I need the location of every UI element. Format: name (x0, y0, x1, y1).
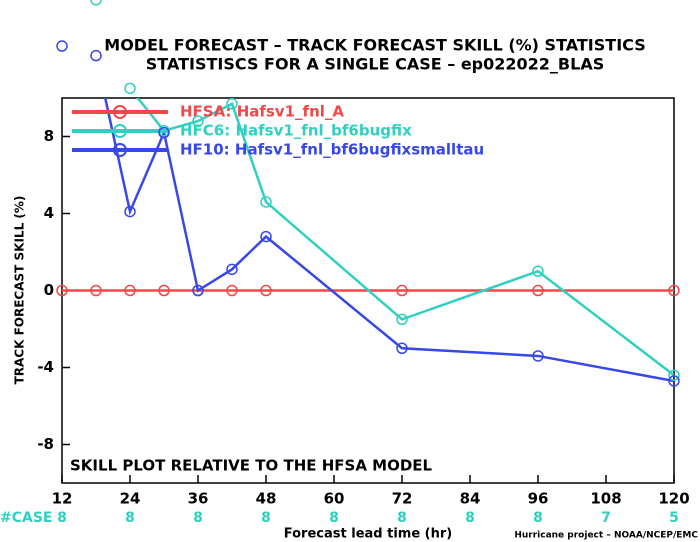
chart-title: MODEL FORECAST – TRACK FORECAST SKILL (%… (104, 36, 645, 55)
case-count: 8 (533, 510, 543, 526)
series-marker (668, 369, 680, 381)
series-marker (260, 230, 272, 243)
case-count: 8 (57, 510, 67, 526)
case-count: 8 (465, 510, 475, 526)
series-marker (56, 284, 68, 297)
series-marker (396, 284, 408, 297)
series-marker (532, 350, 544, 362)
series-marker (90, 284, 102, 297)
x-tick-label: 48 (256, 490, 277, 508)
case-count: 8 (125, 510, 135, 526)
series-marker (90, 49, 102, 62)
legend-label: HFC6: Hafsv1_fnl_bf6bugfix (180, 122, 412, 140)
legend-marker (113, 143, 127, 157)
series-marker (260, 196, 272, 208)
chart-subtitle: STATISTISCS FOR A SINGLE CASE – ep022022… (146, 55, 604, 74)
series-marker (192, 115, 204, 127)
series-marker (158, 284, 170, 297)
series-marker (192, 284, 204, 297)
x-tick-label: 84 (460, 490, 481, 508)
case-count: 7 (601, 510, 611, 526)
case-count: 5 (669, 510, 679, 526)
annotation: SKILL PLOT RELATIVE TO THE HFSA MODEL (70, 457, 433, 475)
y-tick-label: -4 (37, 358, 54, 376)
series-marker (226, 98, 238, 110)
series-marker (124, 82, 136, 95)
legend-marker (113, 124, 127, 138)
series-marker (90, 0, 102, 6)
x-tick-label: 120 (658, 490, 689, 508)
y-tick-label: 0 (44, 281, 54, 299)
x-tick-label: 12 (52, 490, 73, 508)
x-tick-label: 36 (188, 490, 209, 508)
y-tick-label: -8 (37, 435, 54, 453)
legend-label: HFSA: Hafsv1_fnl_A (180, 103, 344, 121)
series-marker (226, 263, 238, 276)
series-marker (668, 375, 680, 387)
legend-label: HF10: Hafsv1_fnl_bf6bugfixsmalltau (180, 141, 484, 159)
series-marker (396, 342, 408, 354)
case-count: 8 (329, 510, 339, 526)
legend-marker (113, 105, 127, 119)
x-axis-label: Forecast lead time (hr) (284, 527, 452, 542)
series-marker (124, 284, 136, 297)
case-count: 8 (193, 510, 203, 526)
series-line (103, 98, 674, 383)
series-marker (668, 284, 680, 297)
x-tick-label: 60 (324, 490, 345, 508)
y-tick-label: 4 (44, 204, 54, 222)
case-count: 8 (397, 510, 407, 526)
series-marker (260, 284, 272, 297)
y-axis-label: TRACK FORECAST SKILL (%) (13, 196, 27, 385)
series-marker (124, 205, 136, 218)
case-label: #CASE (0, 510, 53, 526)
x-tick-label: 108 (590, 490, 621, 508)
case-count: 8 (261, 510, 271, 526)
series-marker (532, 265, 544, 277)
y-tick-label: 8 (44, 127, 54, 145)
lines (62, 98, 674, 383)
x-tick-label: 96 (528, 490, 549, 508)
x-tick-label: 24 (120, 490, 141, 508)
series-marker (226, 284, 238, 297)
series-marker (396, 313, 408, 326)
series-marker (56, 40, 68, 52)
series-marker (532, 284, 544, 297)
x-tick-label: 72 (392, 490, 413, 508)
series-line (136, 98, 674, 377)
footer: Hurricane project – NOAA/NCEP/EMC (514, 531, 698, 541)
series-marker (158, 126, 170, 139)
